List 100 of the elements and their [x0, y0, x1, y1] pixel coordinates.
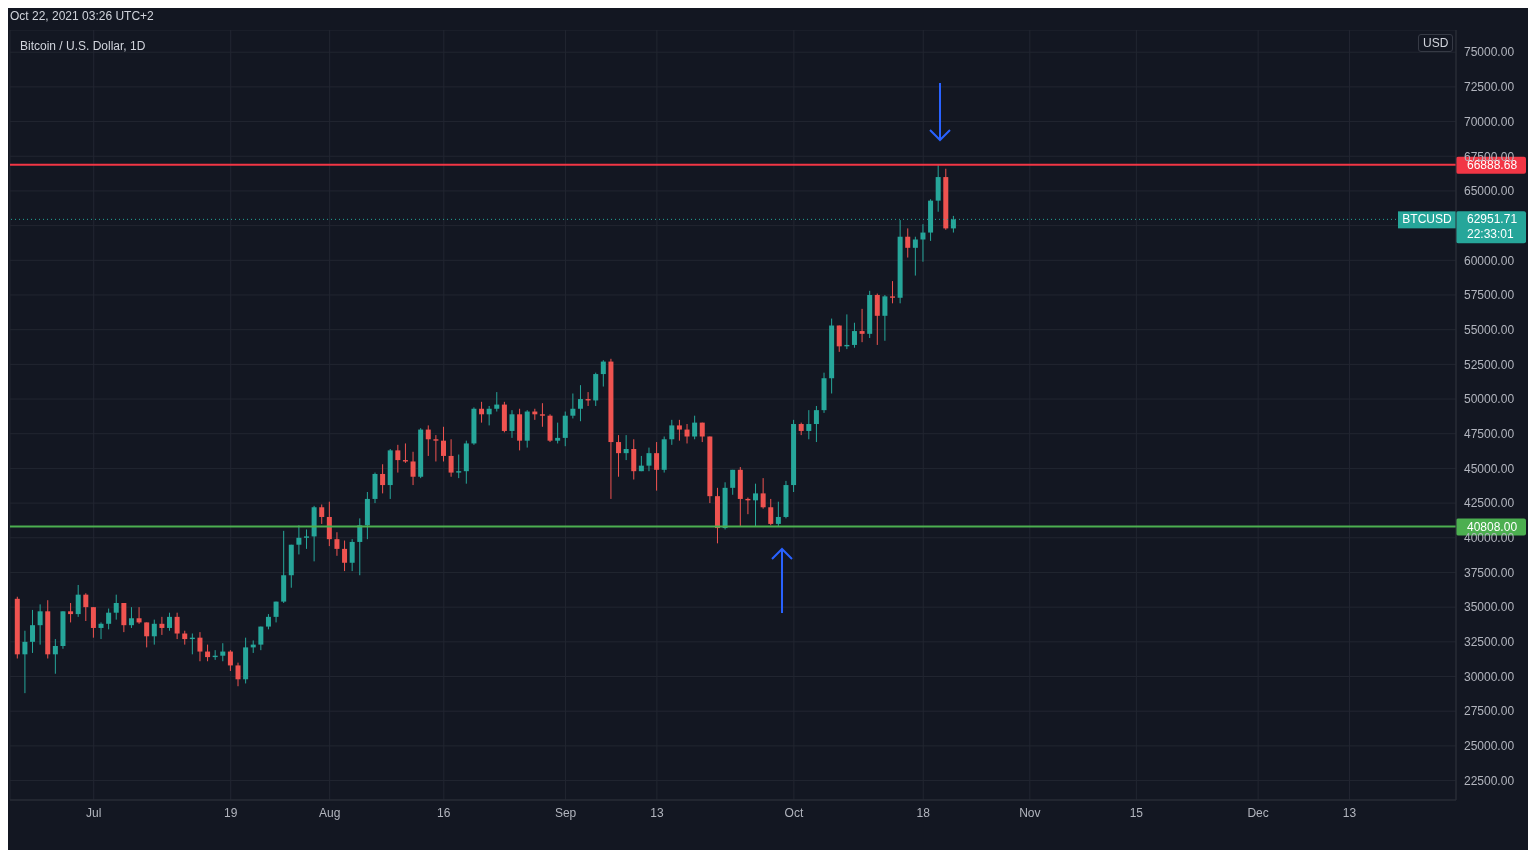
- candlestick: [509, 409, 515, 439]
- candlestick: [730, 469, 736, 496]
- y-tick-label: 35000.00: [1464, 600, 1515, 615]
- x-tick-label: Aug: [318, 805, 341, 820]
- candlestick: [410, 451, 416, 486]
- candlestick: [905, 227, 911, 259]
- candlestick: [357, 517, 363, 576]
- y-tick-label: 72500.00: [1464, 80, 1515, 95]
- candlestick: [912, 236, 918, 277]
- y-tick-label: 37500.00: [1464, 565, 1515, 580]
- candlestick: [882, 294, 888, 342]
- text: 62951.71: [1467, 212, 1518, 227]
- candlestick: [890, 280, 896, 304]
- y-tick-label: 22500.00: [1464, 773, 1515, 788]
- candlestick: [851, 322, 857, 349]
- candlestick: [144, 621, 150, 648]
- candlestick: [167, 612, 173, 632]
- candlestick: [136, 606, 142, 625]
- y-tick-label: 47500.00: [1464, 426, 1515, 441]
- candlestick: [646, 447, 652, 472]
- x-tick-label: 16: [437, 805, 451, 820]
- candlestick: [197, 631, 203, 662]
- candlestick: [128, 606, 134, 629]
- candlestick: [22, 630, 28, 694]
- y-tick-label: 70000.00: [1464, 114, 1515, 129]
- candlestick: [326, 501, 332, 547]
- candlestick: [319, 503, 325, 525]
- candlestick: [494, 391, 500, 413]
- candlestick: [380, 463, 386, 494]
- y-tick-label: 60000.00: [1464, 253, 1515, 268]
- candlestick: [425, 424, 431, 457]
- x-tick-label: 13: [650, 805, 664, 820]
- x-tick-label: Oct: [784, 805, 804, 820]
- candlestick: [334, 531, 340, 557]
- candlestick: [570, 393, 576, 419]
- candlestick: [37, 603, 43, 646]
- x-tick-label: 19: [224, 805, 238, 820]
- candlestick: [577, 384, 583, 422]
- candlestick: [235, 662, 241, 687]
- candlestick: [456, 454, 462, 479]
- y-tick-label: 32500.00: [1464, 635, 1515, 650]
- x-tick-label: Dec: [1247, 805, 1269, 820]
- candlestick: [113, 594, 119, 621]
- y-tick-label: 55000.00: [1464, 322, 1515, 337]
- candlestick: [90, 606, 96, 639]
- candlestick: [600, 359, 606, 388]
- y-tick-label: 30000.00: [1464, 669, 1515, 684]
- candlestick: [775, 501, 781, 528]
- candlestick: [349, 538, 355, 572]
- candlestick: [395, 444, 401, 474]
- x-tick-label: Jul: [86, 805, 102, 820]
- candlestick: [304, 528, 310, 550]
- candlestick: [227, 649, 233, 672]
- candlestick: [623, 434, 629, 461]
- candlestick: [52, 638, 58, 675]
- candlestick: [30, 609, 36, 654]
- x-tick-label: Sep: [554, 805, 577, 820]
- candlestick: [342, 540, 348, 572]
- candlestick: [859, 308, 865, 343]
- candlestick: [83, 592, 89, 622]
- candlestick: [616, 434, 622, 478]
- y-tick-label: 52500.00: [1464, 357, 1515, 372]
- y-tick-label: 27500.00: [1464, 704, 1515, 719]
- candlestick: [836, 325, 842, 353]
- ref-line-label: BTCUSD: [1402, 212, 1452, 227]
- y-tick-label: 25000.00: [1464, 739, 1515, 754]
- candlestick: [441, 426, 446, 462]
- y-tick-label: 57500.00: [1464, 288, 1515, 303]
- candlestick: [539, 402, 545, 428]
- candlestick: [562, 411, 568, 447]
- candlestick: [220, 642, 226, 662]
- y-tick-label: 42500.00: [1464, 496, 1515, 511]
- candlestick: [874, 293, 880, 346]
- candlestick: [813, 405, 819, 443]
- candlestick: [159, 616, 165, 636]
- candlestick: [806, 409, 812, 440]
- y-tick-label: 45000.00: [1464, 461, 1515, 476]
- y-tick-label: 40000.00: [1464, 531, 1515, 546]
- candlestick: [669, 419, 675, 446]
- candlestick: [631, 438, 637, 481]
- candlestick: [121, 602, 127, 633]
- y-tick-label: 75000.00: [1464, 45, 1515, 60]
- candlestick: [684, 423, 690, 444]
- candlestick: [760, 477, 766, 510]
- text: Bitcoin / U.S. Dollar, 1D: [20, 39, 146, 53]
- candlestick: [296, 524, 302, 555]
- candlestick: [753, 483, 759, 528]
- candlestick: [75, 584, 81, 618]
- y-tick-label: 65000.00: [1464, 184, 1515, 199]
- candlestick: [654, 441, 660, 492]
- annotation: USD: [1418, 34, 1454, 52]
- x-tick-label: Nov: [1019, 805, 1041, 820]
- candlestick: [174, 612, 180, 640]
- y-tick-label: 50000.00: [1464, 392, 1515, 407]
- candlestick: [935, 164, 941, 213]
- candlestick: [98, 621, 104, 640]
- candlestick: [68, 602, 74, 623]
- x-tick-label: 18: [916, 805, 931, 820]
- candlestick: [768, 498, 774, 526]
- candlestick: [106, 608, 112, 630]
